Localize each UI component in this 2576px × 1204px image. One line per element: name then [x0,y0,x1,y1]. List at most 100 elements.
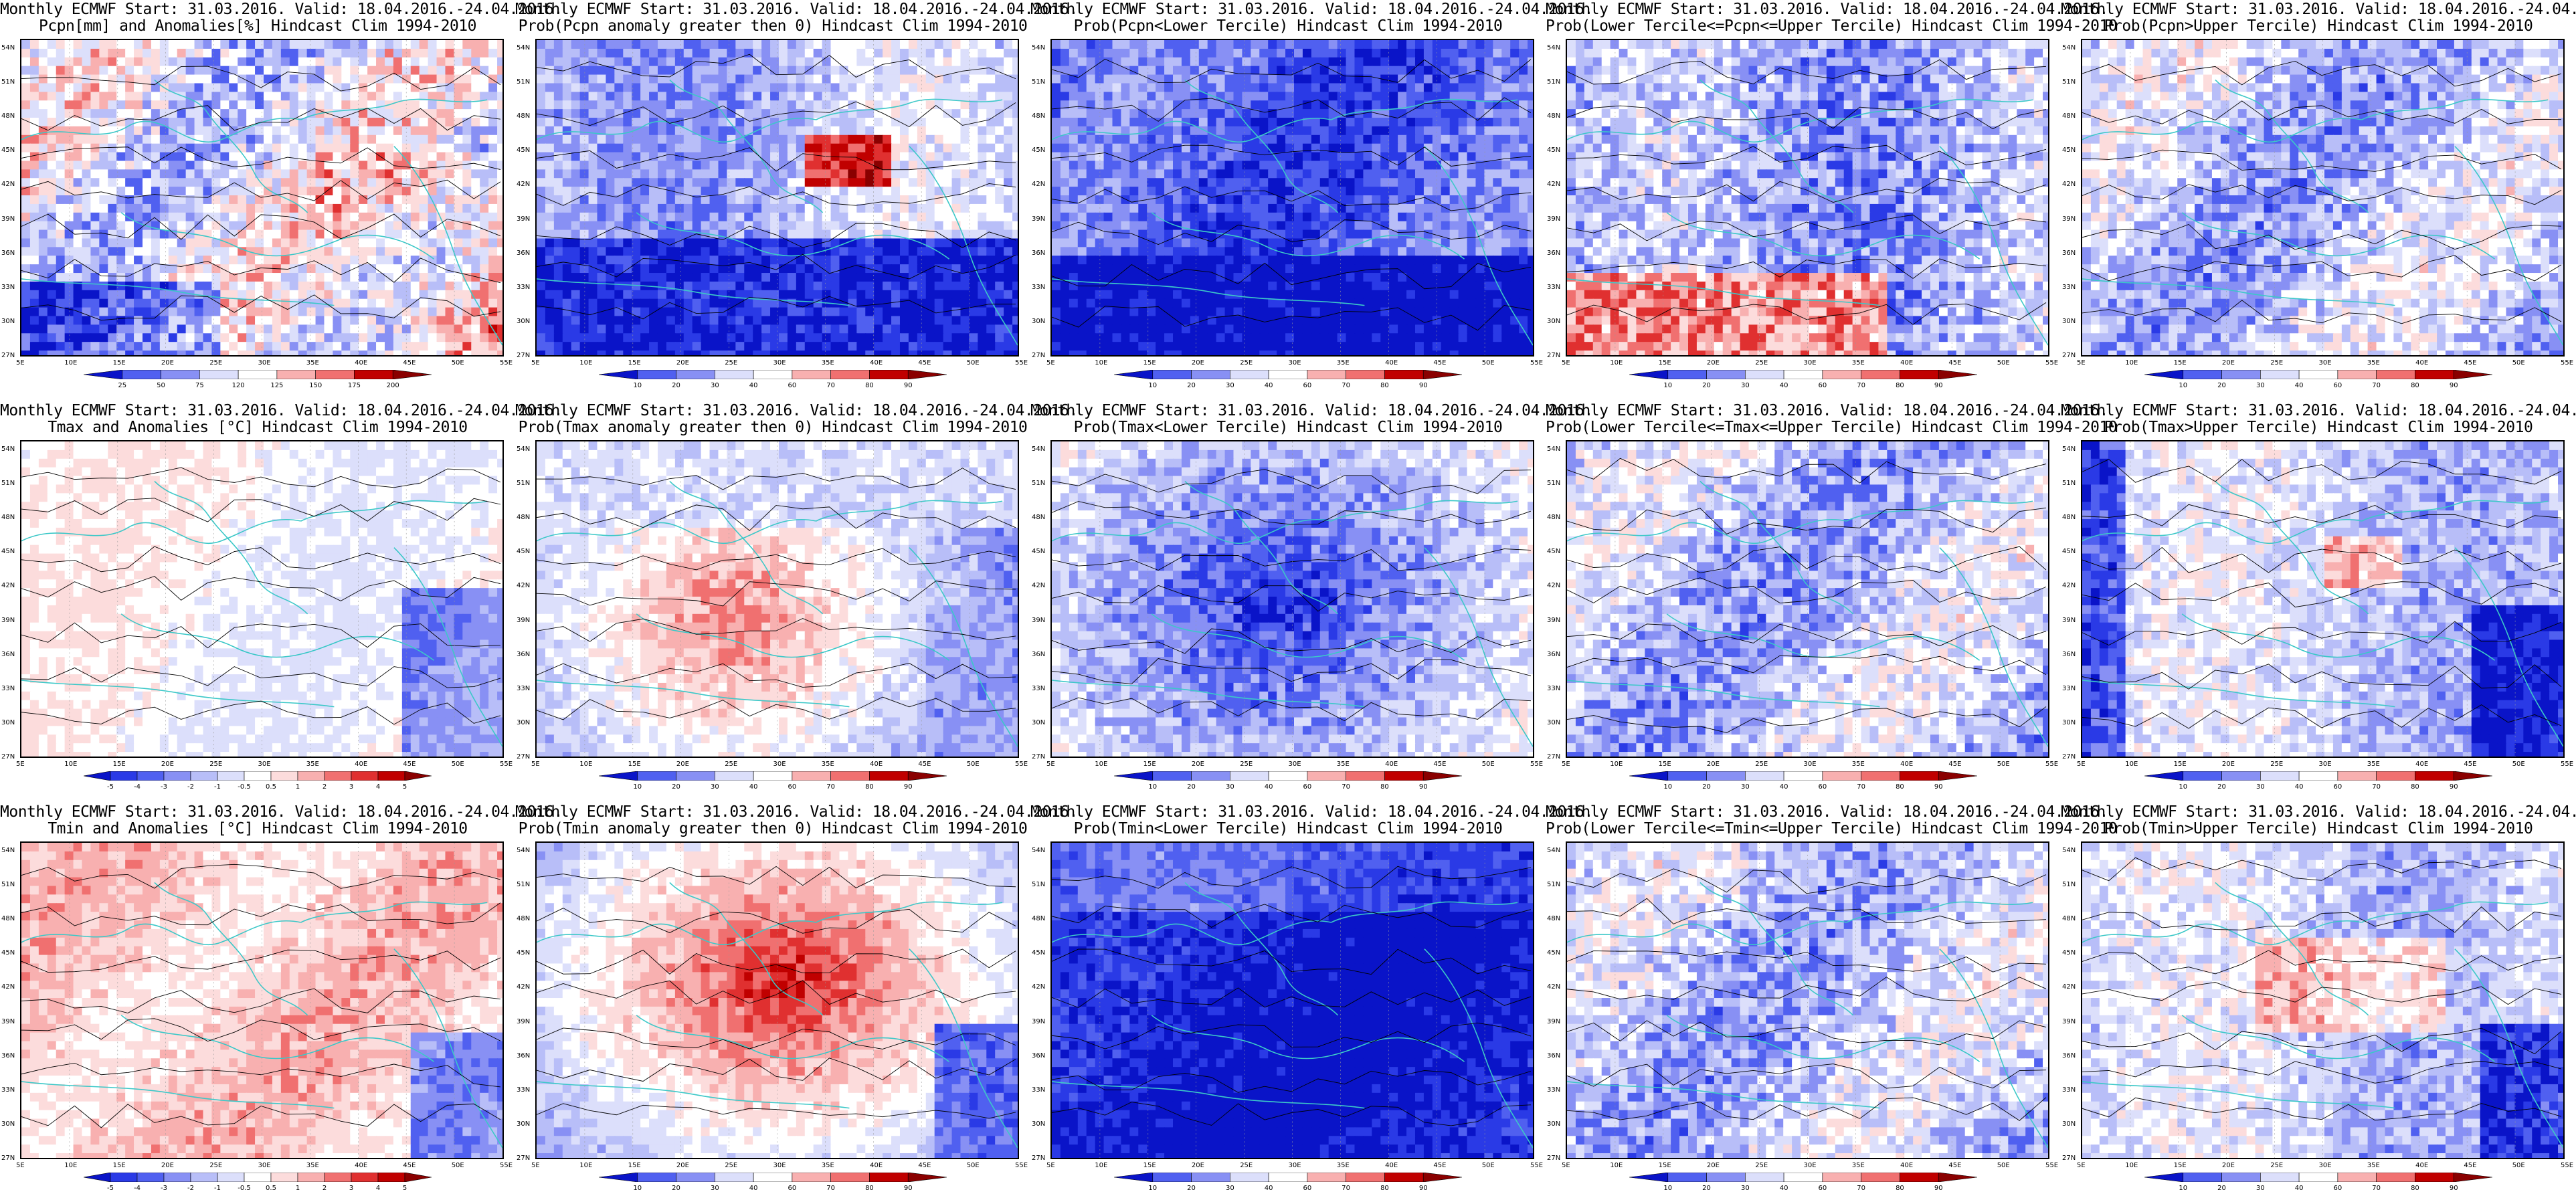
field-cell [1181,48,1191,58]
field-cell [1398,48,1408,58]
field-cell [899,169,909,179]
field-cell [436,143,446,153]
field-cell [813,238,823,248]
field-cell [73,307,83,317]
field-cell [194,109,204,119]
field-cell [735,169,745,179]
field-cell [1233,74,1243,84]
field-cell [848,134,858,144]
field-cell [770,221,779,231]
field-cell [874,273,884,282]
field-cell [562,74,572,84]
field-cell [597,169,607,179]
field-cell [393,350,403,355]
field-cell [883,333,893,343]
field-cell [168,40,178,49]
field-cell [462,161,472,171]
title-line-2: Pcpn[mm] and Anomalies[%] Hindcast Clim … [0,18,515,35]
field-cell [99,307,109,317]
field-cell [263,203,273,213]
field-cell [969,134,979,144]
field-cell [908,57,918,67]
field-cell [445,350,455,355]
field-cell [246,264,256,274]
field-cell [692,316,702,326]
field-cell [229,273,239,282]
field-cell [384,238,394,248]
field-cell [813,100,823,110]
field-cell [1233,118,1243,127]
field-cell [1268,134,1278,144]
field-cell [632,229,642,239]
field-cell [701,195,711,205]
field-cell [410,203,420,213]
field-cell [770,48,779,58]
field-cell [683,152,693,162]
field-cell [471,203,481,213]
field-cell [1432,118,1442,127]
field-cell [73,118,83,127]
field-cell [1380,143,1390,153]
field-cell [1285,126,1295,136]
field-cell [401,66,411,76]
field-cell [384,298,394,308]
field-cell [995,83,1005,93]
field-cell [865,57,875,67]
field-cell [168,273,178,282]
field-cell [151,195,161,205]
field-cell [692,221,702,231]
field-cell [246,307,256,317]
field-cell [865,48,875,58]
field-cell [1380,40,1390,49]
field-cell [471,66,481,76]
field-cell [1493,83,1503,93]
field-cell [1372,143,1382,153]
field-cell [64,256,74,266]
field-cell [1372,74,1382,84]
field-cell [545,342,555,352]
field-cell [220,256,230,266]
colorbar-tick-label: 10 [633,382,642,389]
field-cell [324,134,334,144]
field-cell [1302,143,1312,153]
field-cell [883,324,893,334]
field-cell [1086,126,1096,136]
field-cell [21,281,31,291]
field-cell [683,100,693,110]
field-cell [579,281,589,291]
field-cell [454,161,464,171]
field-cell [588,307,598,317]
field-cell [1346,92,1356,102]
field-cell [194,66,204,76]
field-cell [1103,83,1113,93]
field-cell [640,203,650,213]
field-cell [657,229,667,239]
field-cell [1475,66,1485,76]
field-cell [393,221,403,231]
field-cell [1475,74,1485,84]
field-cell [306,187,316,197]
field-cell [350,100,360,110]
field-cell [537,143,546,153]
field-cell [315,229,325,239]
field-cell [1121,143,1131,153]
field-cell [238,316,248,326]
field-cell [588,178,598,188]
field-cell [47,229,57,239]
field-cell [856,48,866,58]
field-cell [272,83,282,93]
field-cell [761,221,771,231]
field-cell [934,66,944,76]
field-cell [1121,48,1131,58]
field-cell [116,203,126,213]
field-cell [1129,109,1139,119]
contour-line [537,254,1016,280]
field-cell [553,169,563,179]
field-cell [177,92,187,102]
field-cell [917,350,927,355]
field-cell [943,229,953,239]
field-cell [90,333,100,343]
field-cell [1467,126,1477,136]
field-cell [29,100,39,110]
field-cell [56,221,66,231]
